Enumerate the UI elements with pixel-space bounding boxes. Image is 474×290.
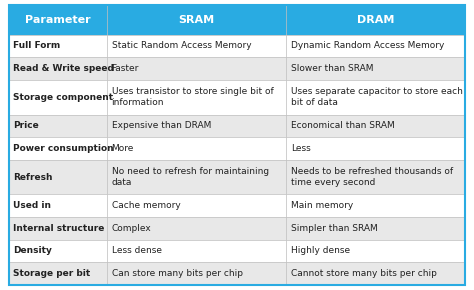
Bar [286,57,465,80]
Bar [286,35,465,57]
Bar [107,137,286,160]
Bar [9,57,107,80]
Text: Less: Less [291,144,311,153]
Bar [107,217,286,240]
Text: Cache memory: Cache memory [111,201,180,210]
Bar [9,115,107,137]
Bar [286,217,465,240]
Text: Storage component: Storage component [13,93,113,102]
Bar [286,240,465,262]
Text: Highly dense: Highly dense [291,246,350,255]
Text: Less dense: Less dense [111,246,162,255]
Bar [107,35,286,57]
Bar [9,160,107,194]
Bar [286,160,465,194]
Text: Full Form: Full Form [13,41,61,50]
Bar [107,240,286,262]
Text: Faster: Faster [111,64,139,73]
Text: DRAM: DRAM [357,15,394,25]
Text: Simpler than SRAM: Simpler than SRAM [291,224,378,233]
Text: Storage per bit: Storage per bit [13,269,91,278]
Text: SRAM: SRAM [179,15,215,25]
Bar [9,5,107,35]
Bar [9,194,107,217]
Text: No need to refresh for maintaining
data: No need to refresh for maintaining data [111,167,269,187]
Text: Cannot store many bits per chip: Cannot store many bits per chip [291,269,437,278]
Bar [286,262,465,285]
Bar [9,262,107,285]
Bar [107,160,286,194]
Text: Used in: Used in [13,201,51,210]
Text: Dynamic Random Access Memory: Dynamic Random Access Memory [291,41,445,50]
Bar [9,35,107,57]
Text: Uses separate capacitor to store each
bit of data: Uses separate capacitor to store each bi… [291,87,463,107]
Bar [107,57,286,80]
Text: Internal structure: Internal structure [13,224,105,233]
Text: Slower than SRAM: Slower than SRAM [291,64,374,73]
Text: Refresh: Refresh [13,173,53,182]
Text: Needs to be refreshed thousands of
time every second: Needs to be refreshed thousands of time … [291,167,453,187]
Bar [9,80,107,115]
Bar [286,137,465,160]
Bar [9,217,107,240]
Text: Economical than SRAM: Economical than SRAM [291,121,395,130]
Bar [107,194,286,217]
Bar [286,5,465,35]
Text: Complex: Complex [111,224,151,233]
Bar [107,262,286,285]
Text: Can store many bits per chip: Can store many bits per chip [111,269,243,278]
Text: Parameter: Parameter [25,15,91,25]
Text: Power consumption: Power consumption [13,144,114,153]
Bar [286,194,465,217]
Bar [107,80,286,115]
Text: Uses transistor to store single bit of
information: Uses transistor to store single bit of i… [111,87,273,107]
Text: Price: Price [13,121,39,130]
Bar [9,137,107,160]
Bar [107,115,286,137]
Text: Density: Density [13,246,52,255]
Bar [286,80,465,115]
Text: Main memory: Main memory [291,201,353,210]
Text: Expensive than DRAM: Expensive than DRAM [111,121,211,130]
Bar [286,115,465,137]
Text: Read & Write speed: Read & Write speed [13,64,114,73]
Bar [107,5,286,35]
Text: Static Random Access Memory: Static Random Access Memory [111,41,251,50]
Text: More: More [111,144,134,153]
Bar [9,240,107,262]
